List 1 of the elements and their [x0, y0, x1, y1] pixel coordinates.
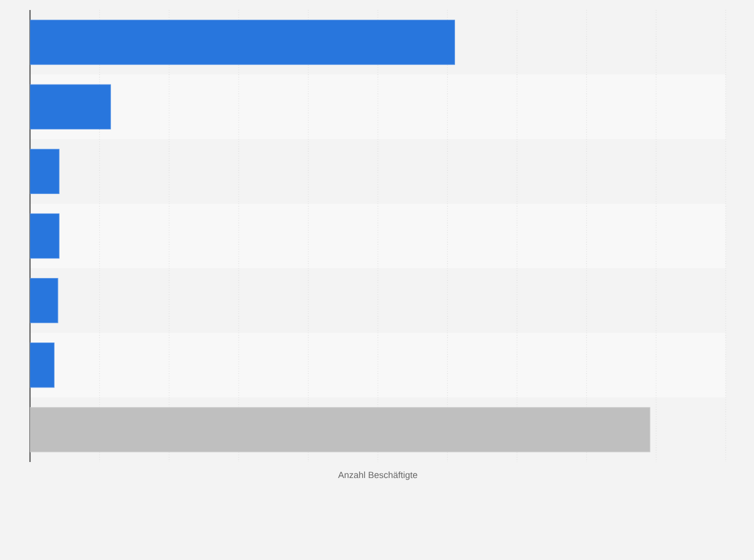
x-axis-title: Anzahl Beschäftigte [338, 472, 418, 480]
